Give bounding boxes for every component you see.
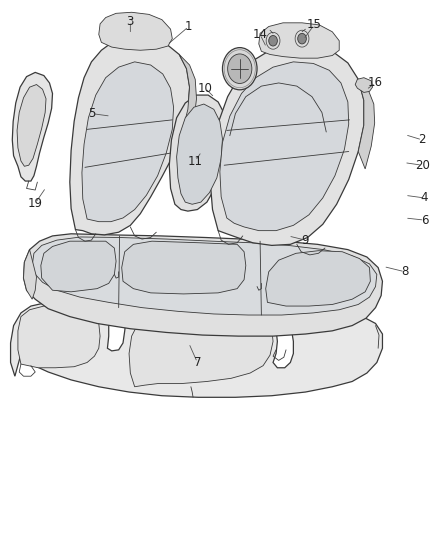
Polygon shape bbox=[24, 249, 36, 299]
Text: 2: 2 bbox=[418, 133, 426, 147]
Polygon shape bbox=[122, 241, 246, 294]
Polygon shape bbox=[17, 85, 46, 166]
Text: 7: 7 bbox=[194, 356, 201, 369]
Polygon shape bbox=[41, 241, 116, 292]
Circle shape bbox=[228, 54, 252, 84]
Polygon shape bbox=[24, 234, 382, 336]
Text: 5: 5 bbox=[88, 107, 95, 120]
Polygon shape bbox=[266, 251, 371, 306]
Circle shape bbox=[298, 34, 306, 44]
Text: 6: 6 bbox=[420, 214, 428, 227]
Text: 16: 16 bbox=[368, 76, 383, 90]
Text: 3: 3 bbox=[127, 15, 134, 28]
Text: 19: 19 bbox=[28, 197, 43, 209]
Polygon shape bbox=[355, 78, 372, 92]
Polygon shape bbox=[259, 23, 339, 58]
Polygon shape bbox=[99, 12, 172, 50]
Text: 15: 15 bbox=[307, 19, 321, 31]
Polygon shape bbox=[179, 54, 197, 140]
Text: 11: 11 bbox=[188, 155, 203, 167]
Text: 14: 14 bbox=[253, 28, 268, 41]
Text: 10: 10 bbox=[198, 82, 212, 95]
Circle shape bbox=[223, 47, 257, 90]
Polygon shape bbox=[32, 237, 377, 315]
Polygon shape bbox=[129, 309, 273, 387]
Text: 4: 4 bbox=[420, 191, 428, 205]
Text: 20: 20 bbox=[415, 159, 430, 172]
Polygon shape bbox=[210, 44, 364, 245]
Polygon shape bbox=[70, 36, 190, 235]
Polygon shape bbox=[12, 72, 53, 181]
Polygon shape bbox=[358, 79, 374, 169]
Polygon shape bbox=[169, 95, 227, 211]
Polygon shape bbox=[177, 104, 223, 204]
Polygon shape bbox=[220, 62, 349, 231]
Text: 1: 1 bbox=[185, 20, 192, 33]
Polygon shape bbox=[11, 303, 382, 397]
Polygon shape bbox=[18, 306, 100, 368]
Polygon shape bbox=[82, 62, 173, 222]
Text: 9: 9 bbox=[302, 233, 309, 247]
Circle shape bbox=[269, 36, 277, 46]
Text: 8: 8 bbox=[401, 265, 409, 278]
